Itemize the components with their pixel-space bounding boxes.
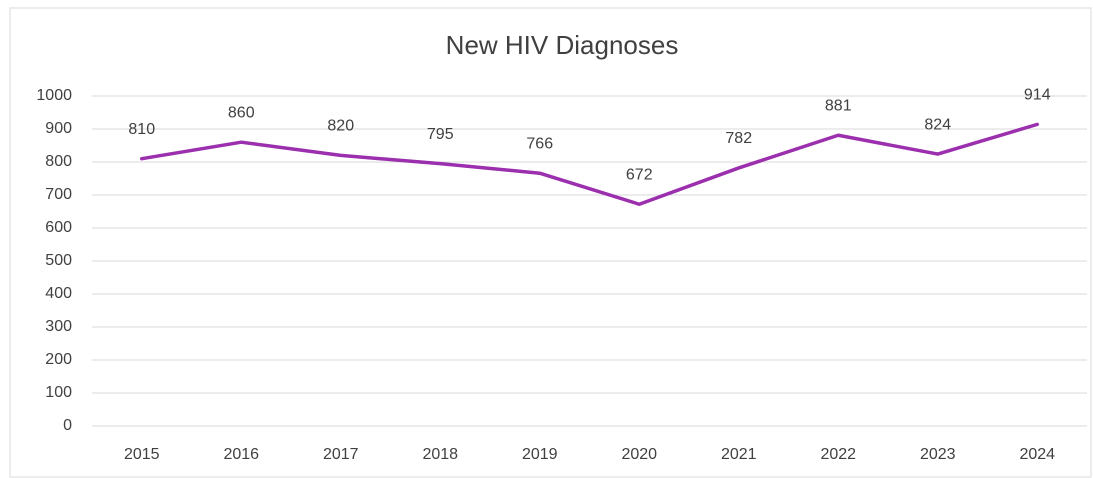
data-label: 820 [327, 118, 354, 135]
chart-frame [9, 7, 1092, 478]
data-label: 810 [128, 121, 155, 138]
x-tick-label: 2024 [1019, 446, 1055, 463]
y-tick-label: 400 [45, 285, 72, 302]
y-tick-label: 500 [45, 252, 72, 269]
y-tick-label: 1000 [36, 87, 72, 104]
x-tick-label: 2019 [522, 446, 558, 463]
chart-title: New HIV Diagnoses [446, 30, 679, 60]
data-label: 914 [1024, 87, 1051, 104]
data-label: 824 [924, 116, 951, 133]
y-tick-label: 700 [45, 186, 72, 203]
x-tick-label: 2020 [621, 446, 657, 463]
data-label: 795 [427, 126, 454, 143]
y-tick-label: 200 [45, 351, 72, 368]
x-tick-label: 2017 [323, 446, 359, 463]
y-tick-label: 0 [63, 417, 72, 434]
data-label: 672 [626, 166, 653, 183]
x-tick-label: 2021 [721, 446, 757, 463]
x-tick-label: 2023 [920, 446, 956, 463]
data-label: 860 [228, 104, 255, 121]
data-label: 766 [526, 135, 553, 152]
x-tick-label: 2022 [820, 446, 856, 463]
y-tick-label: 300 [45, 318, 72, 335]
x-tick-label: 2015 [124, 446, 160, 463]
y-tick-label: 800 [45, 153, 72, 170]
data-label: 782 [725, 130, 752, 147]
data-label: 881 [825, 97, 852, 114]
y-tick-label: 900 [45, 120, 72, 137]
y-tick-label: 100 [45, 384, 72, 401]
data-line [140, 122, 1039, 206]
x-tick-label: 2018 [422, 446, 458, 463]
y-tick-label: 600 [45, 219, 72, 236]
x-tick-label: 2016 [223, 446, 259, 463]
